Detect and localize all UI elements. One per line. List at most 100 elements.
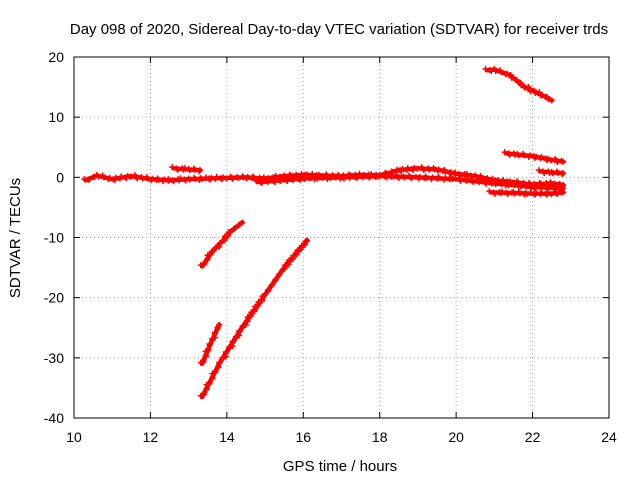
data-point bbox=[223, 175, 230, 182]
data-point bbox=[251, 174, 258, 181]
data-point bbox=[551, 183, 558, 190]
data-point bbox=[86, 176, 93, 183]
data-point bbox=[261, 292, 268, 299]
data-point bbox=[200, 390, 207, 397]
data-point bbox=[559, 171, 566, 178]
data-point bbox=[536, 179, 543, 186]
data-point bbox=[504, 191, 511, 198]
data-point bbox=[436, 175, 443, 182]
axis-ticks: 10 12 14 16 18 20 22 24 -40 -30 -20 -10 0 10 20 bbox=[44, 49, 617, 445]
grid bbox=[74, 57, 609, 418]
data-point bbox=[486, 188, 493, 195]
data-point bbox=[457, 177, 464, 184]
data-point bbox=[202, 174, 209, 181]
data-point bbox=[106, 174, 113, 181]
data-point bbox=[229, 175, 236, 182]
data-point bbox=[429, 174, 436, 181]
data-point bbox=[165, 176, 172, 183]
data-point bbox=[314, 175, 321, 182]
data-point bbox=[244, 313, 251, 320]
data-point bbox=[332, 174, 339, 181]
data-point bbox=[212, 368, 219, 375]
y-tick-label: -20 bbox=[44, 290, 64, 306]
data-point bbox=[538, 153, 545, 160]
data-point bbox=[100, 174, 107, 181]
data-point bbox=[206, 341, 213, 348]
y-tick-label: 0 bbox=[56, 169, 64, 185]
data-point bbox=[201, 260, 208, 267]
data-point bbox=[271, 178, 278, 185]
data-point bbox=[211, 329, 218, 336]
data-point bbox=[376, 173, 383, 180]
data-point bbox=[348, 172, 355, 179]
data-point bbox=[499, 188, 506, 195]
data-point bbox=[239, 322, 246, 329]
data-point bbox=[248, 309, 255, 316]
data-point bbox=[533, 183, 540, 190]
data-point bbox=[442, 175, 449, 182]
data-point bbox=[253, 177, 260, 184]
data-point bbox=[367, 172, 374, 179]
data-point bbox=[389, 169, 396, 176]
data-point bbox=[276, 271, 283, 278]
data-point bbox=[538, 91, 545, 98]
x-tick-label: 20 bbox=[448, 429, 464, 445]
data-point bbox=[209, 335, 216, 342]
data-point bbox=[360, 172, 367, 179]
data-point bbox=[538, 189, 545, 196]
data-point bbox=[304, 237, 311, 244]
data-point bbox=[177, 175, 184, 182]
data-point bbox=[293, 171, 300, 178]
data-point bbox=[388, 174, 395, 181]
data-point bbox=[260, 174, 267, 181]
data-point bbox=[281, 172, 288, 179]
x-tick-label: 24 bbox=[601, 429, 617, 445]
data-point bbox=[404, 165, 411, 172]
y-axis-label: SDTVAR / TECUs bbox=[7, 178, 24, 298]
data-point bbox=[501, 149, 508, 156]
data-point bbox=[206, 379, 213, 386]
data-point bbox=[521, 84, 528, 91]
data-point bbox=[523, 191, 530, 198]
data-point bbox=[416, 173, 423, 180]
data-point bbox=[554, 169, 561, 176]
data-point bbox=[477, 177, 484, 184]
data-point bbox=[482, 66, 489, 73]
data-point bbox=[511, 190, 518, 197]
data-point bbox=[464, 176, 471, 183]
data-point bbox=[149, 175, 156, 182]
data-point bbox=[521, 152, 528, 159]
data-point bbox=[197, 262, 204, 269]
data-point bbox=[518, 183, 525, 190]
data-point bbox=[169, 177, 176, 184]
data-point bbox=[355, 173, 362, 180]
data-point bbox=[536, 167, 543, 174]
data-point bbox=[268, 281, 275, 288]
data-point bbox=[186, 176, 193, 183]
data-point bbox=[197, 175, 204, 182]
data-point bbox=[118, 173, 125, 180]
data-point bbox=[235, 175, 242, 182]
data-point bbox=[236, 327, 243, 334]
data-point bbox=[505, 182, 512, 189]
x-tick-label: 16 bbox=[295, 429, 311, 445]
data-point bbox=[191, 166, 198, 173]
x-tick-label: 12 bbox=[143, 429, 159, 445]
data-point bbox=[234, 174, 241, 181]
data-point bbox=[492, 68, 499, 75]
data-point bbox=[198, 176, 205, 183]
data-point bbox=[181, 165, 188, 172]
data-point bbox=[451, 169, 458, 176]
data-point bbox=[408, 175, 415, 182]
data-point bbox=[170, 178, 177, 185]
data-point bbox=[545, 96, 552, 103]
data-point bbox=[265, 286, 272, 293]
data-point bbox=[217, 239, 224, 246]
series-track-mid-21 bbox=[501, 149, 566, 166]
data-point bbox=[492, 190, 499, 197]
data-point bbox=[560, 158, 567, 165]
data-point bbox=[517, 190, 524, 197]
y-tick-label: 10 bbox=[48, 109, 64, 125]
data-point bbox=[220, 174, 227, 181]
